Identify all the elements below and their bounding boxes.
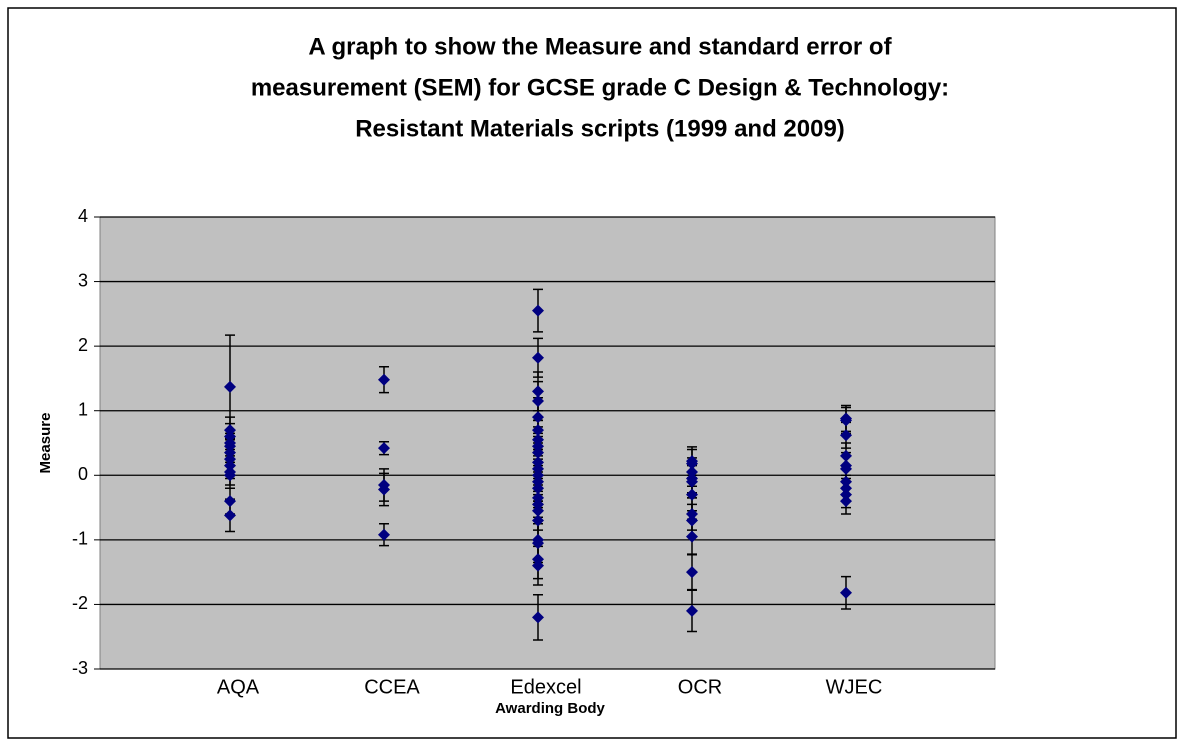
x-tick-label: Edexcel xyxy=(510,676,581,698)
marker xyxy=(840,488,852,501)
marker xyxy=(224,446,236,459)
marker xyxy=(224,469,236,482)
marker xyxy=(224,495,236,508)
marker xyxy=(840,475,852,488)
marker xyxy=(532,456,544,469)
marker xyxy=(532,385,544,398)
marker xyxy=(840,482,852,495)
y-tick-label: -3 xyxy=(72,658,88,678)
marker xyxy=(532,611,544,624)
marker xyxy=(378,483,390,496)
marker xyxy=(532,440,544,453)
marker xyxy=(840,462,852,475)
y-tick-label: 4 xyxy=(78,206,88,226)
marker xyxy=(532,504,544,517)
y-axis-label: Measure xyxy=(37,413,54,474)
marker xyxy=(686,466,698,479)
chart-title: Resistant Materials scripts (1999 and 20… xyxy=(355,115,845,142)
marker xyxy=(840,586,852,599)
marker xyxy=(532,304,544,317)
marker xyxy=(840,429,852,442)
y-tick-label: 3 xyxy=(78,270,88,290)
marker xyxy=(532,462,544,475)
marker xyxy=(378,442,390,455)
marker xyxy=(686,530,698,543)
marker xyxy=(532,395,544,408)
marker xyxy=(532,433,544,446)
marker xyxy=(840,495,852,508)
marker xyxy=(532,491,544,504)
marker xyxy=(532,424,544,437)
marker xyxy=(532,411,544,424)
marker xyxy=(532,446,544,459)
y-tick-label: 0 xyxy=(78,464,88,484)
chart-title: A graph to show the Measure and standard… xyxy=(308,33,892,60)
marker xyxy=(686,514,698,527)
y-tick-label: 2 xyxy=(78,335,88,355)
x-tick-label: AQA xyxy=(217,676,260,698)
marker xyxy=(532,498,544,511)
marker xyxy=(532,475,544,488)
marker xyxy=(224,430,236,443)
marker xyxy=(378,373,390,386)
marker xyxy=(686,508,698,521)
marker xyxy=(532,559,544,572)
marker xyxy=(532,351,544,364)
marker xyxy=(224,424,236,437)
chart-title: measurement (SEM) for GCSE grade C Desig… xyxy=(251,74,949,101)
marker xyxy=(532,482,544,495)
marker xyxy=(532,553,544,566)
marker xyxy=(224,440,236,453)
marker xyxy=(840,414,852,427)
x-tick-label: CCEA xyxy=(364,676,420,698)
marker xyxy=(532,537,544,550)
marker xyxy=(532,469,544,482)
marker xyxy=(224,509,236,522)
marker xyxy=(224,453,236,466)
x-tick-label: WJEC xyxy=(826,676,883,698)
marker xyxy=(532,514,544,527)
marker xyxy=(378,528,390,541)
x-axis-label: Awarding Body xyxy=(495,700,605,717)
marker xyxy=(840,449,852,462)
marker xyxy=(686,488,698,501)
y-tick-label: 1 xyxy=(78,399,88,419)
y-tick-label: -2 xyxy=(72,593,88,613)
marker xyxy=(686,457,698,470)
marker xyxy=(686,566,698,579)
marker xyxy=(686,604,698,617)
marker xyxy=(686,475,698,488)
y-tick-label: -1 xyxy=(72,529,88,549)
marker xyxy=(224,380,236,393)
marker xyxy=(224,459,236,472)
x-tick-label: OCR xyxy=(678,676,722,698)
